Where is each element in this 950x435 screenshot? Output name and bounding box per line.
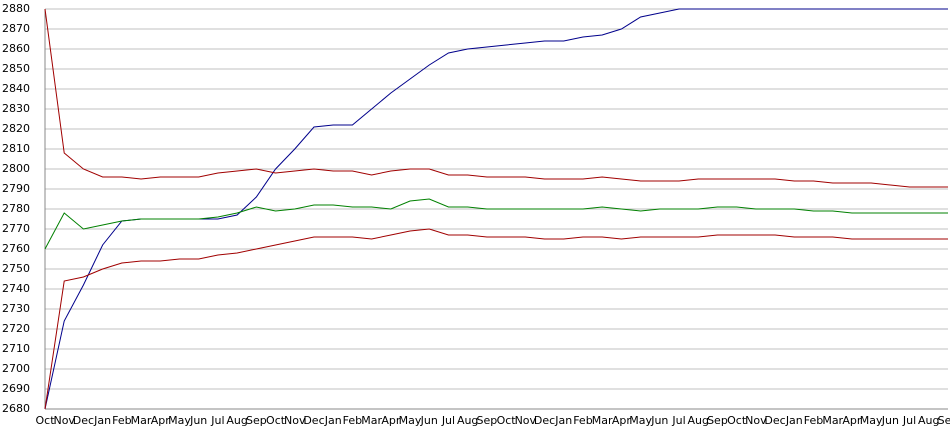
x-tick-label: Sep xyxy=(477,414,498,427)
x-tick-label: Mar xyxy=(361,414,382,427)
y-tick-label: 2740 xyxy=(2,282,30,295)
y-tick-label: 2770 xyxy=(2,222,30,235)
x-tick-label: Nov xyxy=(53,414,75,427)
x-tick-label: Oct xyxy=(35,414,55,427)
series-line xyxy=(44,228,948,410)
x-tick-label: Oct xyxy=(727,414,747,427)
x-tick-label: Aug xyxy=(457,414,478,427)
y-tick-label: 2870 xyxy=(2,22,30,35)
x-tick-label: Mar xyxy=(822,414,843,427)
x-tick-label: Aug xyxy=(918,414,939,427)
x-tick-label: Jun xyxy=(881,414,899,427)
y-tick-label: 2710 xyxy=(2,342,30,355)
y-tick-label: 2850 xyxy=(2,62,30,75)
x-tick-label: Nov xyxy=(284,414,306,427)
y-tick-label: 2810 xyxy=(2,142,30,155)
x-tick-label: Jan xyxy=(554,414,572,427)
x-tick-label: May xyxy=(399,414,422,427)
x-tick-label: May xyxy=(168,414,191,427)
x-tick-label: Jul xyxy=(210,414,224,427)
y-tick-label: 2830 xyxy=(2,102,30,115)
x-tick-label: Nov xyxy=(515,414,537,427)
y-tick-label: 2880 xyxy=(2,2,30,15)
x-tick-label: Oct xyxy=(497,414,517,427)
x-tick-label: Jan xyxy=(93,414,111,427)
series-line xyxy=(44,198,948,250)
x-tick-label: Dec xyxy=(534,414,555,427)
x-tick-label: Feb xyxy=(573,414,592,427)
y-tick-label: 2800 xyxy=(2,162,30,175)
x-tick-label: Jul xyxy=(671,414,685,427)
x-tick-label: Aug xyxy=(226,414,247,427)
y-tick-label: 2820 xyxy=(2,122,30,135)
x-tick-label: Dec xyxy=(764,414,785,427)
y-tick-label: 2790 xyxy=(2,182,30,195)
y-tick-label: 2760 xyxy=(2,242,30,255)
x-tick-label: Dec xyxy=(73,414,94,427)
x-tick-label: Mar xyxy=(131,414,152,427)
x-tick-label: Feb xyxy=(112,414,131,427)
x-tick-label: Sep xyxy=(246,414,267,427)
x-tick-label: Jun xyxy=(420,414,438,427)
x-tick-label: Apr xyxy=(842,414,862,427)
y-tick-label: 2860 xyxy=(2,42,30,55)
x-tick-label: Jul xyxy=(902,414,916,427)
x-tick-label: May xyxy=(629,414,652,427)
x-tick-label: Aug xyxy=(687,414,708,427)
x-tick-label: Jun xyxy=(189,414,207,427)
x-tick-label: May xyxy=(860,414,883,427)
y-tick-label: 2720 xyxy=(2,322,30,335)
x-tick-label: Apr xyxy=(381,414,401,427)
series-line xyxy=(44,8,948,188)
x-tick-label: Nov xyxy=(745,414,767,427)
x-tick-label: Apr xyxy=(612,414,632,427)
x-tick-label: Feb xyxy=(343,414,362,427)
y-tick-label: 2700 xyxy=(2,362,30,375)
y-tick-label: 2780 xyxy=(2,202,30,215)
x-tick-label: Jan xyxy=(785,414,803,427)
x-tick-label: Oct xyxy=(266,414,286,427)
x-tick-label: Apr xyxy=(151,414,171,427)
y-tick-label: 2730 xyxy=(2,302,30,315)
y-tick-label: 2750 xyxy=(2,262,30,275)
y-tick-label: 2680 xyxy=(2,402,30,415)
x-tick-label: Jul xyxy=(441,414,455,427)
x-tick-label: Feb xyxy=(804,414,823,427)
x-tick-label: Sep xyxy=(707,414,728,427)
x-tick-label: Jan xyxy=(324,414,342,427)
x-tick-label: Dec xyxy=(303,414,324,427)
x-tick-label: Sep xyxy=(938,414,950,427)
x-tick-label: Jun xyxy=(650,414,668,427)
y-tick-label: 2840 xyxy=(2,82,30,95)
y-tick-label: 2690 xyxy=(2,382,30,395)
x-tick-label: Mar xyxy=(592,414,613,427)
